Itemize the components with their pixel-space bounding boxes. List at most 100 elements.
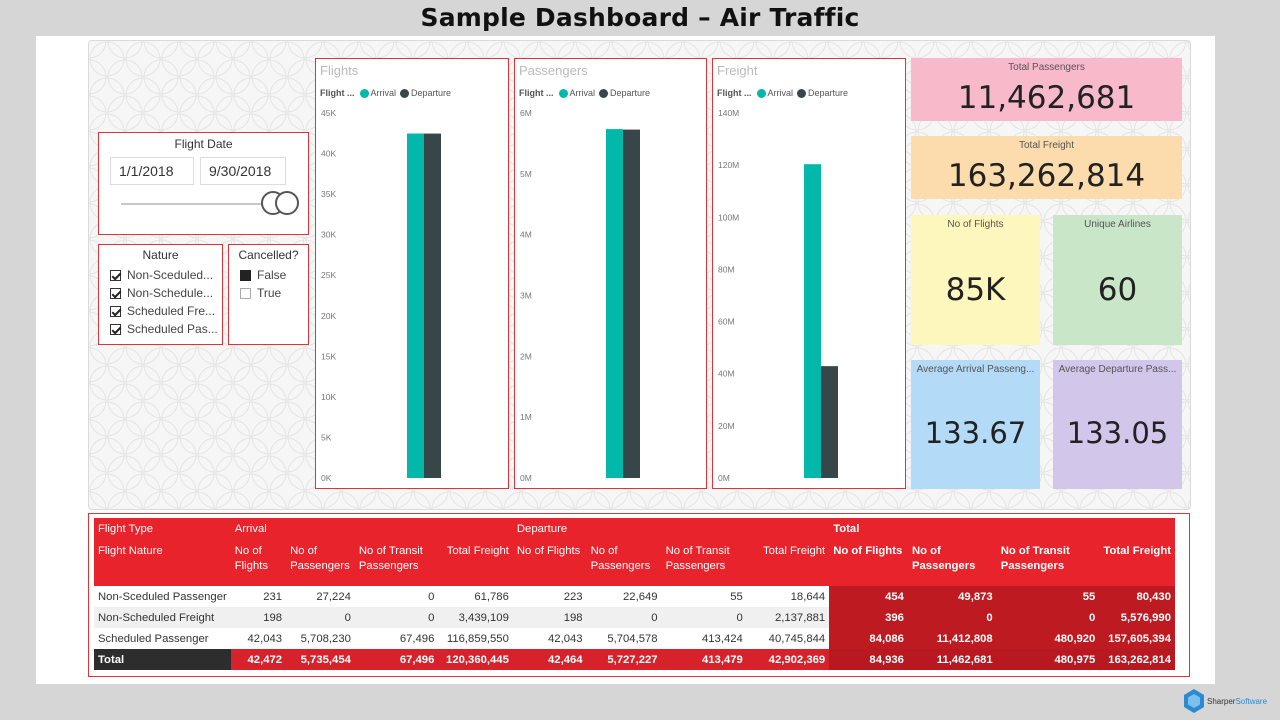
arrival-bar[interactable] [606, 129, 623, 479]
table-row: Scheduled Passenger 42,043 5,708,230 67,49… [94, 628, 1175, 649]
column-header[interactable]: Total Freight [438, 540, 513, 586]
total-freight-card: Total Freight 163,262,814 [911, 136, 1182, 199]
departure-legend-dot [599, 88, 609, 98]
y-tick-label: 1M [520, 412, 532, 422]
card-label: Average Arrival Passeng... [916, 364, 1035, 375]
y-tick-label: 20M [718, 421, 735, 431]
column-header[interactable]: No of Transit Passengers [996, 540, 1100, 586]
y-tick-label: 4M [520, 230, 532, 240]
arrival-legend-dot [756, 88, 766, 98]
flight-date-title: Flight Date [174, 137, 233, 151]
y-tick-label: 25K [321, 270, 336, 280]
table-row: Non-Sceduled Passenger 231 27,224 0 61,786 … [94, 586, 1175, 607]
chart-title: Passengers [519, 63, 588, 78]
card-value: 133.67 [924, 416, 1027, 450]
arrival-bar[interactable] [804, 164, 821, 478]
chart-legend: Flight ... Arrival Departure [717, 88, 849, 98]
table-column-header-row: Flight Nature No of Flights No of Passenge… [94, 540, 1175, 586]
cancelled-slicer: Cancelled? False True [228, 244, 309, 345]
total-passengers-card: Total Passengers 11,462,681 [911, 58, 1182, 121]
table-group-header-row: Flight Type Arrival Departure Total [94, 518, 1175, 540]
end-date-input[interactable]: 9/30/2018 [200, 157, 286, 185]
y-tick-label: 100M [718, 212, 739, 222]
checkbox[interactable] [240, 269, 251, 281]
card-label: Average Departure Pass... [1058, 364, 1177, 375]
start-date-input[interactable]: 1/1/2018 [110, 157, 194, 185]
y-tick-label: 60M [718, 317, 735, 327]
arrival-bar[interactable] [407, 133, 424, 478]
y-tick-label: 20K [321, 311, 336, 321]
card-label: Total Freight [1018, 140, 1075, 151]
checkbox[interactable] [110, 287, 121, 299]
checkbox[interactable] [110, 323, 121, 335]
departure-bar[interactable] [424, 133, 441, 479]
y-tick-label: 40M [718, 369, 735, 379]
column-header[interactable]: No of Flights [829, 540, 908, 586]
flight-date-slicer[interactable]: Flight Date 1/1/2018 9/30/2018 [98, 132, 309, 235]
departure-group-header: Departure [512, 518, 830, 540]
card-value: 11,462,681 [957, 80, 1136, 116]
arrival-legend-dot [558, 88, 568, 98]
legend-title: Flight ... [320, 88, 355, 98]
flights-chart-plot: 0K 5K 10K 15K 20K 25K 30K 35K 40K 45K [321, 108, 441, 483]
unique-airlines-card: Unique Airlines 60 [1053, 215, 1182, 345]
departure-bar[interactable] [821, 366, 838, 478]
card-value: 60 [1097, 272, 1138, 308]
cancelled-option-true[interactable]: True [240, 285, 281, 301]
checkbox[interactable] [110, 269, 121, 281]
avg-arrival-passengers-card: Average Arrival Passeng... 133.67 [911, 360, 1040, 489]
card-value: 85K [945, 272, 1006, 308]
y-tick-label: 5K [321, 432, 332, 442]
column-header[interactable]: No of Flights [230, 540, 287, 586]
y-tick-label: 15K [321, 351, 336, 361]
y-tick-label: 40K [321, 149, 336, 159]
flight-matrix-table: Flight Type Arrival Departure Total Flig… [94, 518, 1175, 670]
column-header[interactable]: No of Passengers [286, 540, 355, 586]
nature-slicer: Nature Non-Sceduled... Non-Schedule... S… [98, 244, 223, 345]
nature-option[interactable]: Scheduled Fre... [110, 303, 220, 319]
column-header[interactable]: Total Freight [1099, 540, 1175, 586]
freight-chart: Freight Flight ... Arrival Departure 0M 2… [712, 58, 906, 489]
no-of-flights-card: No of Flights 85K [911, 215, 1040, 345]
column-header[interactable]: No of Transit Passengers [661, 540, 747, 586]
y-tick-label: 0M [718, 473, 730, 483]
card-label: Unique Airlines [1084, 219, 1151, 230]
cancelled-option-false[interactable]: False [240, 267, 286, 283]
checkbox[interactable] [110, 305, 121, 317]
checkbox[interactable] [240, 287, 251, 299]
freight-chart-plot: 0M 20M 40M 60M 80M 100M 120M 140M [718, 108, 838, 483]
avg-departure-passengers-card: Average Departure Pass... 133.05 [1053, 360, 1182, 489]
sharpersoftware-logo: SharperSoftware [1183, 688, 1267, 714]
chart-legend: Flight ... Arrival Departure [320, 88, 452, 98]
legend-title: Flight ... [519, 88, 554, 98]
nature-option[interactable]: Non-Sceduled... [110, 267, 220, 283]
chart-legend: Flight ... Arrival Departure [519, 88, 651, 98]
y-tick-label: 30K [321, 230, 336, 240]
y-tick-label: 80M [718, 264, 735, 274]
passengers-chart-plot: 0M 1M 2M 3M 4M 5M 6M [520, 108, 640, 483]
card-value: 133.05 [1066, 416, 1169, 450]
y-tick-label: 6M [520, 108, 532, 118]
nature-option[interactable]: Scheduled Pas... [110, 321, 220, 337]
chart-title: Flights [320, 63, 359, 78]
date-slider-end-handle[interactable] [275, 191, 299, 215]
arrival-legend-dot [359, 88, 369, 98]
page-title: Sample Dashboard – Air Traffic [420, 3, 860, 32]
y-tick-label: 45K [321, 108, 336, 118]
nature-title: Nature [142, 248, 179, 262]
y-tick-label: 3M [520, 291, 532, 301]
nature-option[interactable]: Non-Schedule... [110, 285, 220, 301]
departure-bar[interactable] [623, 129, 640, 478]
y-tick-label: 35K [321, 189, 336, 199]
column-header[interactable]: No of Passengers [907, 540, 997, 586]
flight-matrix: Flight Type Arrival Departure Total Flig… [88, 513, 1190, 677]
date-slider-track[interactable] [121, 203, 281, 205]
column-header[interactable]: No of Transit Passengers [354, 540, 439, 586]
column-header[interactable]: No of Flights [512, 540, 587, 586]
column-header[interactable]: No of Passengers [586, 540, 662, 586]
passengers-chart: Passengers Flight ... Arrival Departure … [514, 58, 707, 489]
y-tick-label: 0K [321, 473, 332, 483]
card-value: 163,262,814 [947, 158, 1146, 194]
departure-legend-dot [797, 88, 807, 98]
column-header[interactable]: Total Freight [746, 540, 830, 586]
